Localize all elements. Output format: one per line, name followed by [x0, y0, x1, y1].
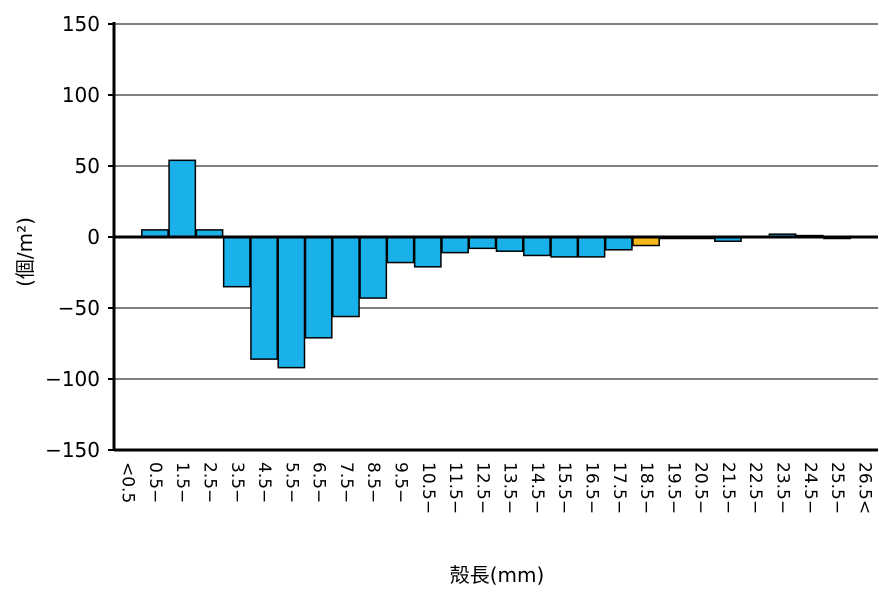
bar	[495, 236, 524, 252]
x-tick-label: 24.5−	[800, 462, 820, 514]
x-tick-label: 7.5−	[336, 462, 356, 503]
bar	[359, 236, 388, 299]
bar	[168, 159, 197, 238]
x-tick-label: 10.5−	[418, 462, 438, 514]
x-tick-labels: <0.5 0.5− 1.5− 2.5− 3.5− 4.5− 5.5− 6.5− 7.5− 8.5−…	[118, 462, 875, 514]
y-tick-label: 150	[62, 12, 100, 36]
bar	[250, 236, 278, 360]
x-tick-label: 5.5−	[281, 462, 301, 503]
x-tick-label: 4.5−	[254, 462, 274, 503]
x-tick-label: 20.5−	[691, 462, 711, 514]
x-tick-label: 23.5−	[773, 462, 793, 514]
x-tick-label: 0.5−	[145, 462, 165, 503]
x-tick-label: 15.5−	[554, 462, 574, 514]
x-tick-label: 26.5<	[854, 462, 874, 514]
bars	[141, 159, 851, 369]
y-tick-labels: 150 100 50 0 −50 −100 −150	[45, 12, 100, 462]
bar	[222, 236, 251, 288]
x-tick-label: 1.5−	[172, 462, 192, 503]
y-tick-label: 100	[62, 83, 100, 107]
y-tick-label: −150	[45, 438, 100, 462]
x-tick-label: 16.5−	[582, 462, 602, 514]
y-tick-label: −100	[45, 367, 100, 391]
x-tick-label: 13.5−	[500, 462, 520, 514]
x-tick-label: 22.5−	[745, 462, 765, 514]
x-tick-label: 19.5−	[663, 462, 683, 514]
x-tick-label: 21.5−	[718, 462, 738, 514]
x-tick-label: 12.5−	[472, 462, 492, 514]
bar	[468, 236, 497, 250]
y-tick-label: 0	[87, 225, 100, 249]
bar	[386, 236, 415, 264]
x-tick-label: 14.5−	[527, 462, 547, 514]
bar	[604, 236, 633, 251]
y-axis-title: (個/m²)	[13, 217, 37, 287]
bar	[523, 236, 551, 257]
y-tick-label: −50	[58, 296, 100, 320]
bar	[577, 236, 606, 258]
bar	[277, 236, 306, 369]
x-tick-label: 18.5−	[636, 462, 656, 514]
y-tick-label: 50	[75, 154, 100, 178]
x-tick-label: <0.5	[118, 462, 138, 503]
bar	[441, 236, 469, 254]
x-tick-label: 17.5−	[609, 462, 629, 514]
bar	[413, 236, 442, 268]
x-tick-label: 25.5−	[827, 462, 847, 514]
x-tick-label: 6.5−	[309, 462, 329, 503]
x-tick-label: 3.5−	[227, 462, 247, 503]
x-tick-label: 9.5−	[391, 462, 411, 503]
bar	[304, 236, 333, 339]
bar	[550, 236, 579, 258]
axes	[108, 22, 878, 452]
bar	[332, 236, 360, 318]
x-axis-title: 殻長(mm)	[450, 563, 545, 587]
x-tick-label: 11.5−	[445, 462, 465, 514]
x-tick-label: 8.5−	[363, 462, 383, 503]
x-tick-label: 2.5−	[200, 462, 220, 503]
